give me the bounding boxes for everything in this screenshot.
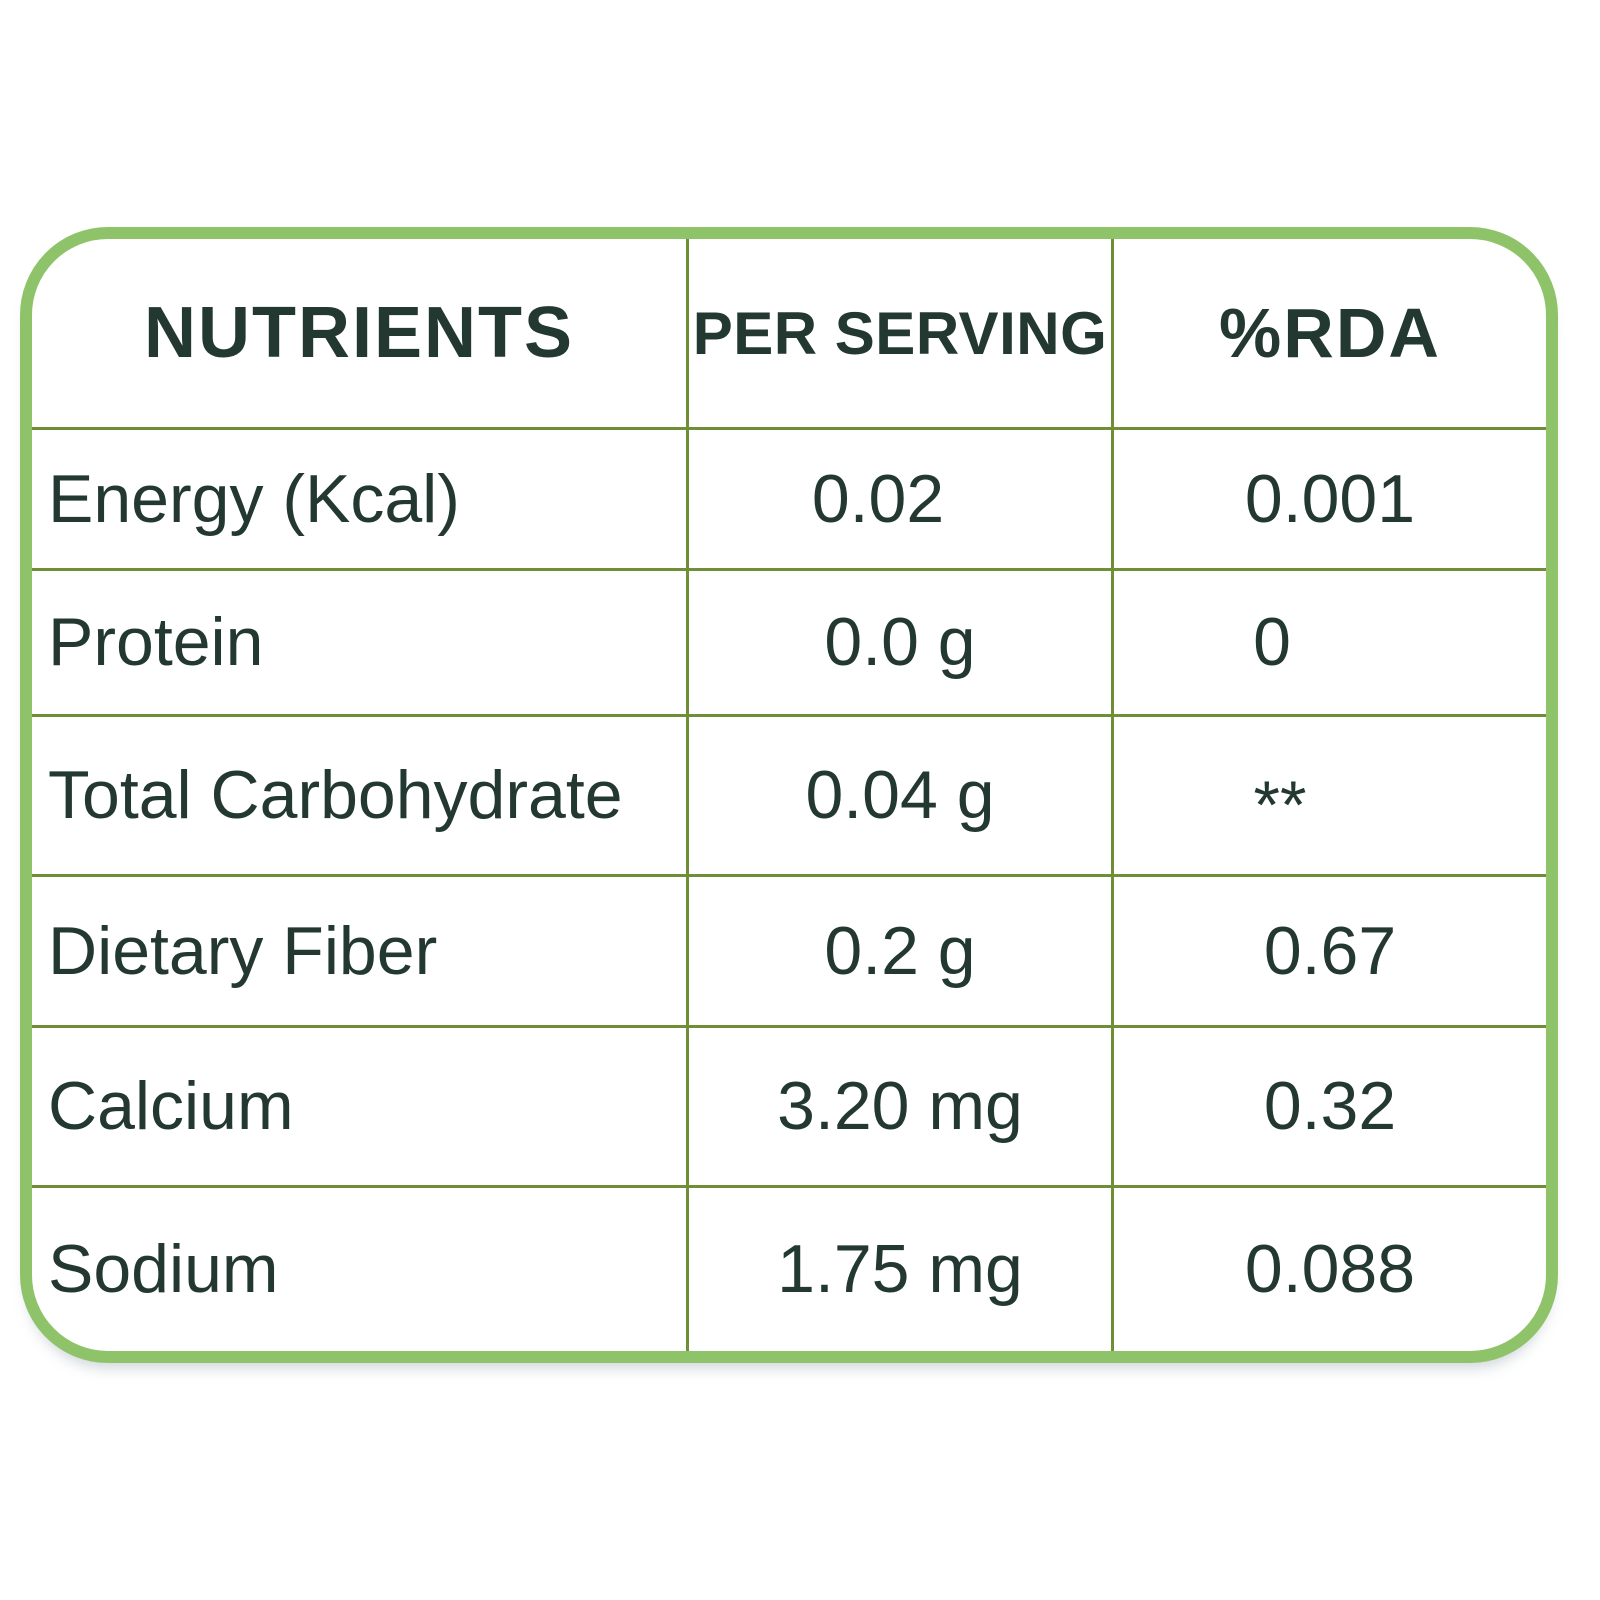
row-label-calcium: Calcium: [32, 1025, 686, 1185]
nutrition-table: NUTRIENTS PER SERVING %RDA Energy (Kcal)…: [32, 239, 1546, 1351]
column-header-rda: %RDA: [1111, 239, 1546, 427]
per-serving-value-calcium: 3.20 mg: [686, 1025, 1111, 1185]
per-serving-value-protein: 0.0 g: [686, 568, 1111, 714]
rda-value-sodium: 0.088: [1111, 1185, 1546, 1351]
rda-value-total-carbohydrate: **: [1111, 714, 1546, 874]
per-serving-value-energy: 0.02: [686, 427, 1111, 568]
column-header-nutrients: NUTRIENTS: [144, 292, 574, 373]
rda-value-calcium: 0.32: [1111, 1025, 1546, 1185]
row-label-sodium: Sodium: [32, 1185, 686, 1351]
per-serving-value-text: 0.02: [811, 460, 945, 537]
per-serving-value-total-carbohydrate: 0.04 g: [686, 714, 1111, 874]
row-label-total-carbohydrate: Total Carbohydrate: [32, 714, 686, 874]
rda-value-energy: 0.001: [1111, 427, 1546, 568]
per-serving-value-sodium: 1.75 mg: [686, 1185, 1111, 1351]
row-label-energy: Energy (Kcal): [32, 427, 686, 568]
rda-value-protein: 0: [1111, 568, 1546, 714]
rda-value-text: 0: [1253, 604, 1291, 681]
per-serving-value-dietary-fiber: 0.2 g: [686, 874, 1111, 1025]
rda-value-dietary-fiber: 0.67: [1111, 874, 1546, 1025]
rda-value-text: **: [1253, 767, 1307, 844]
row-label-protein: Protein: [32, 568, 686, 714]
column-header-per-serving: PER SERVING: [686, 239, 1111, 427]
nutrition-table-panel: NUTRIENTS PER SERVING %RDA Energy (Kcal)…: [20, 227, 1558, 1363]
row-label-dietary-fiber: Dietary Fiber: [32, 874, 686, 1025]
